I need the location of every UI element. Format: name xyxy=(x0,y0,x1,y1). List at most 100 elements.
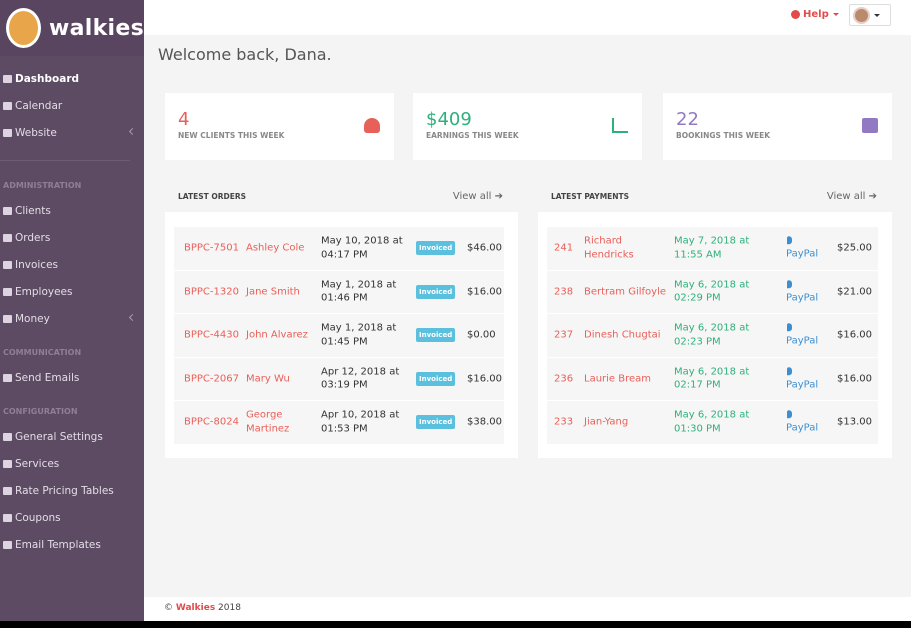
amount: $25.00 xyxy=(837,242,872,254)
stat-card: 22 BOOKINGS THIS WEEK xyxy=(663,93,892,160)
nav-item[interactable]: Money xyxy=(0,305,144,332)
payer-name[interactable]: Richard Hendricks xyxy=(584,235,634,261)
avatar xyxy=(853,6,870,24)
stat-card: $409 EARNINGS THIS WEEK xyxy=(413,93,642,160)
nav-item[interactable]: Employees xyxy=(0,278,144,305)
help-menu[interactable]: Help xyxy=(791,9,839,20)
payer-name[interactable]: Laurie Bream xyxy=(584,373,652,384)
amount: $21.00 xyxy=(837,286,872,297)
row: BPPC-1320 Jane Smith May 1, 2018 at 01:46 … xyxy=(174,270,504,314)
client-name[interactable]: Mary Wu xyxy=(246,373,290,384)
orders-panel: LATEST ORDERS View all ➔ BPPC-7501 Ashley … xyxy=(165,182,518,458)
sidebar: walkies Dashboard Calendar Website ADMINIST… xyxy=(0,0,144,621)
nav-item[interactable]: Services xyxy=(0,450,144,477)
payer-name[interactable]: Bertram Gilfoyle xyxy=(584,286,666,297)
payment-id[interactable]: 233 xyxy=(554,416,574,428)
order-id[interactable]: BPPC-1320 xyxy=(184,286,239,297)
nav-icon xyxy=(3,432,12,441)
copyright: © xyxy=(164,603,173,613)
nav-icon xyxy=(3,513,12,522)
section-title: CONFIGURATION xyxy=(3,407,78,416)
row: BPPC-7501 Ashley Cole May 10, 2018 at 04:1… xyxy=(174,227,504,271)
nav: Dashboard Calendar Website ADMINISTRATION Cl… xyxy=(0,56,144,558)
row: 237 Dinesh Chugtai May 6, 2018 at 02:23 PM… xyxy=(547,314,878,358)
client-name[interactable]: George Martinez xyxy=(246,409,290,435)
panel-title: LATEST PAYMENTS xyxy=(551,192,630,201)
panel-header: LATEST PAYMENTS View all ➔ xyxy=(538,182,892,212)
client-name[interactable]: John Alvarez xyxy=(246,329,308,341)
nav-item[interactable]: Rate Pricing Tables xyxy=(0,477,144,504)
order-date: May 10, 2018 at 04:17 PM xyxy=(321,235,403,261)
divider xyxy=(0,160,130,161)
nav-icon xyxy=(3,74,12,83)
row: 241 Richard Hendricks May 7, 2018 at 11:55… xyxy=(547,227,878,271)
rows: BPPC-7501 Ashley Cole May 10, 2018 at 04:1… xyxy=(174,227,504,445)
view-all[interactable]: View all ➔ xyxy=(452,191,503,202)
user-menu[interactable] xyxy=(849,4,891,26)
payment-method: PayPal xyxy=(786,323,818,349)
view-all[interactable]: View all ➔ xyxy=(826,191,877,202)
panel-header: LATEST ORDERS View all ➔ xyxy=(165,182,518,212)
payment-id[interactable]: 238 xyxy=(554,286,574,297)
nav-item[interactable]: Email Templates xyxy=(0,531,144,558)
nav-item[interactable]: General Settings xyxy=(0,423,144,450)
payment-date: May 6, 2018 at 01:30 PM xyxy=(674,409,750,435)
payment-method: PayPal xyxy=(786,236,818,262)
stat-value: $409 xyxy=(426,109,472,130)
payment-date: May 7, 2018 at 11:55 AM xyxy=(674,235,750,261)
nav-item[interactable]: Dashboard xyxy=(0,65,144,92)
stat-icon xyxy=(612,118,628,133)
payment-date: May 6, 2018 at 02:23 PM xyxy=(674,322,750,348)
nav-item[interactable]: Website xyxy=(0,119,144,146)
topbar: Help xyxy=(144,0,911,35)
footer-brand[interactable]: Walkies xyxy=(175,603,216,613)
order-id[interactable]: BPPC-7501 xyxy=(184,242,239,254)
nav-item[interactable]: Coupons xyxy=(0,504,144,531)
payment-date: May 6, 2018 at 02:17 PM xyxy=(674,366,750,391)
payment-method: PayPal xyxy=(786,366,818,392)
logo[interactable]: walkies xyxy=(0,0,144,56)
nav-label: Money xyxy=(15,312,50,325)
stat-icon xyxy=(364,118,380,133)
nav-item[interactable]: Send Emails xyxy=(0,364,144,391)
nav-label: Invoices xyxy=(15,258,59,271)
client-name[interactable]: Jane Smith xyxy=(246,286,300,297)
nav-label: Send Emails xyxy=(15,371,80,384)
nav-label: Coupons xyxy=(15,511,61,524)
payment-id[interactable]: 237 xyxy=(554,329,574,341)
caret xyxy=(128,127,137,136)
nav-item[interactable]: Calendar xyxy=(0,92,144,119)
payment-id[interactable]: 236 xyxy=(554,373,574,384)
nav-item[interactable]: Clients xyxy=(0,197,144,224)
nav-label: Services xyxy=(15,457,60,470)
stat-value: 4 xyxy=(178,109,190,130)
status-badge: Invoiced xyxy=(416,284,456,299)
client-name[interactable]: Ashley Cole xyxy=(246,242,305,254)
payment-id[interactable]: 241 xyxy=(554,242,574,254)
nav-icon xyxy=(3,260,12,269)
nav-icon xyxy=(3,314,12,323)
footer: © Walkies 2018 xyxy=(144,597,911,621)
row: 236 Laurie Bream May 6, 2018 at 02:17 PM Pa… xyxy=(547,357,878,401)
nav-icon xyxy=(3,373,12,382)
order-id[interactable]: BPPC-4430 xyxy=(184,329,239,341)
amount: $16.00 xyxy=(837,373,872,384)
nav-label: General Settings xyxy=(15,430,103,443)
stat-label: EARNINGS THIS WEEK xyxy=(426,131,519,140)
order-id[interactable]: BPPC-8024 xyxy=(184,416,239,428)
payer-name[interactable]: Dinesh Chugtai xyxy=(584,329,661,341)
amount: $16.00 xyxy=(467,373,502,384)
section-title: ADMINISTRATION xyxy=(3,181,82,190)
nav-item[interactable]: Invoices xyxy=(0,251,144,278)
welcome: Welcome back, Dana. xyxy=(158,45,332,64)
help-icon xyxy=(791,10,800,19)
payer-name[interactable]: Jian-Yang xyxy=(584,416,629,428)
order-id[interactable]: BPPC-2067 xyxy=(184,373,239,384)
nav-item[interactable]: Orders xyxy=(0,224,144,251)
stat-value: 22 xyxy=(676,109,699,130)
nav-icon xyxy=(3,233,12,242)
section-title: COMMUNICATION xyxy=(3,348,82,357)
amount: $46.00 xyxy=(467,242,502,254)
